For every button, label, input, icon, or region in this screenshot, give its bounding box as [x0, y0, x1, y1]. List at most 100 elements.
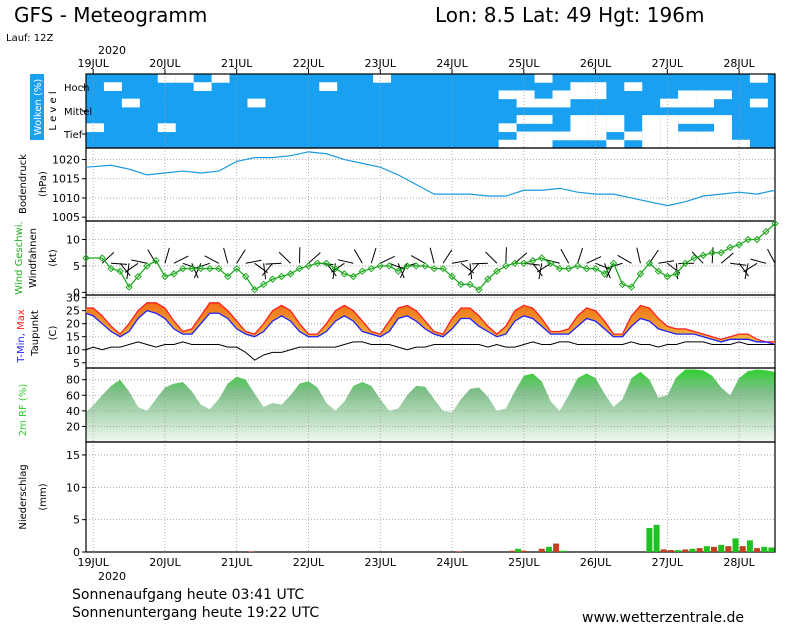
y-tick-label: 20 [66, 318, 80, 331]
date-label-top: 21JUL [221, 57, 253, 70]
wind-speed-marker [143, 262, 151, 270]
cloud-gap [534, 115, 553, 124]
wind-speed-marker [161, 272, 169, 281]
date-label-top: 24JUL [436, 57, 468, 70]
precipitation-panel: 0 5 10 15 Niederschlag (mm) [18, 441, 776, 559]
cloud-panel: Wolken (%) L e v e l Hoch Mittel Tief [30, 73, 776, 149]
wind-speed-marker [708, 249, 716, 257]
y-tick-label: 10 [66, 344, 80, 357]
wind-speed-marker [376, 262, 384, 270]
wind-speed-marker [206, 264, 214, 273]
cloud-gap [642, 139, 661, 149]
panel-frame [85, 441, 776, 553]
y-tick-label: 60 [66, 389, 80, 402]
cloud-gap [175, 74, 194, 83]
cloud-gap [606, 123, 625, 133]
wind-speed-marker [681, 259, 689, 267]
dewpoint-line [85, 341, 775, 361]
date-label-top: 26JUL [580, 57, 612, 70]
cloud-gap [516, 115, 535, 124]
cloud-gap [678, 90, 697, 100]
chart-title: GFS - Meteogramm [14, 3, 207, 27]
cloud-gap [713, 139, 732, 149]
cloud-gap [642, 131, 661, 141]
pressure-line [85, 151, 776, 207]
wind-speed-marker [564, 264, 573, 273]
location-info: Lon: 8.5 Lat: 49 Hgt: 196m [435, 3, 704, 27]
cloud-gap [696, 90, 714, 100]
wind-speed-marker [295, 264, 304, 273]
wind-speed-marker [636, 270, 645, 278]
wind-speed-marker [753, 235, 761, 244]
wind-barb [738, 262, 749, 277]
precip-bar [553, 543, 560, 552]
wind-barb [720, 252, 734, 264]
wind-barb [263, 263, 267, 280]
cloud-gap [606, 139, 625, 149]
wind-speed-marker [304, 262, 313, 270]
wind-speed-marker [82, 254, 90, 262]
cloud-gap [696, 98, 714, 108]
cloud-gap [157, 123, 176, 133]
cloud-gap [157, 74, 176, 83]
y-tick-label: 15 [66, 449, 80, 462]
cloud-gap [678, 139, 697, 149]
wind-speed-marker [215, 264, 223, 273]
cloud-gap [193, 82, 212, 91]
wind-barb [577, 247, 584, 264]
wind-speed-marker [412, 262, 420, 270]
cloud-gap [498, 139, 517, 149]
y-tick-label: 1015 [52, 173, 80, 186]
precip-bar [560, 550, 567, 552]
tmin-line [85, 309, 776, 346]
precip-bar [703, 546, 710, 552]
precip-bar [768, 547, 775, 552]
cloud-gap [211, 74, 230, 83]
wind-speed-marker [358, 267, 367, 275]
cloud-gap [731, 139, 750, 149]
wind-speed-marker [555, 264, 564, 273]
wind-speed-marker [403, 262, 411, 270]
wind-barb [658, 260, 675, 264]
precip-bar [660, 549, 667, 552]
wind-barb [261, 262, 273, 276]
wind-barb [370, 247, 377, 264]
wind-speed-marker [582, 264, 591, 273]
date-label-bottom: 19JUL [77, 556, 109, 569]
precip-bar [545, 546, 552, 552]
wind-unit: (kt) [48, 249, 59, 267]
website-link[interactable]: www.wetterzentrale.de [582, 610, 744, 625]
cloud-gap [696, 115, 714, 124]
cloud-gap [570, 123, 589, 133]
wind-barb [410, 255, 426, 264]
wind-speed-marker [448, 272, 456, 281]
rh-area [86, 369, 775, 442]
wind-speed-marker [591, 264, 600, 273]
wind-barb [532, 262, 543, 277]
wind-barb [442, 249, 453, 264]
cloud-gap [552, 131, 571, 141]
temp-ylabel: T-Min, Max [16, 309, 27, 364]
cloud-gap [660, 98, 679, 108]
date-label-bottom: 25JUL [508, 556, 540, 569]
cloud-gap [498, 90, 517, 100]
wind-speed-marker [672, 270, 681, 278]
cloud-gap [534, 131, 553, 141]
precip-ylabel: Niederschlag [18, 464, 29, 529]
humidity-panel: 20 40 60 80 2m RF (%) [18, 367, 776, 443]
wind-speed-marker [690, 254, 698, 262]
cloud-gap [516, 139, 535, 149]
wind-speed-marker [618, 280, 627, 289]
wind-barb [399, 263, 408, 278]
y-tick-label: 15 [66, 331, 80, 344]
y-tick-label: 1020 [52, 154, 80, 167]
wind-barb [750, 258, 767, 264]
y-tick-label: 0 [73, 286, 80, 299]
cloud-gap [660, 131, 679, 141]
wind-speed-marker [547, 259, 555, 267]
wind-speed-marker [484, 275, 492, 283]
wind-speed-marker [663, 272, 672, 281]
wind-barb [124, 262, 139, 273]
cloud-gap [570, 131, 589, 141]
wind-barb [514, 252, 528, 264]
